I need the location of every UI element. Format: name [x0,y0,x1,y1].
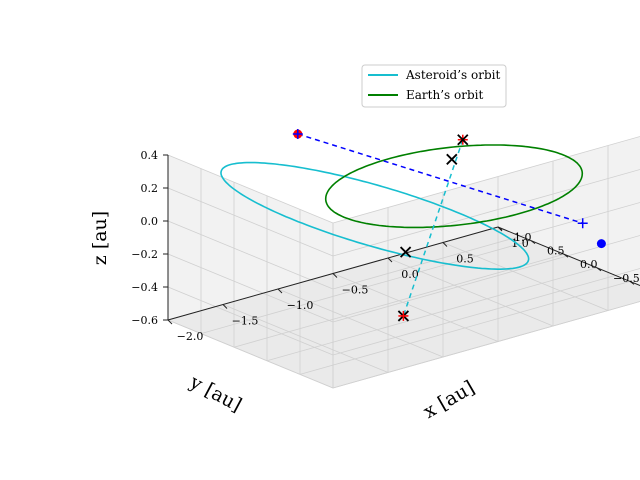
x-tick-mark [277,288,283,294]
marker-plus-2 [292,129,303,140]
series-line-earth [324,144,584,229]
grid-y-floor [200,240,532,334]
markers-group [292,129,606,322]
z-tick-label: −0.4 [131,281,158,294]
y-tick-label: 0.0 [580,258,598,271]
grid-x-floor [442,242,609,311]
dashed-line-0 [297,133,583,224]
grid-z-back [332,268,640,356]
x-tick-mark [167,319,173,325]
grid-z-back [332,235,640,323]
legend-label-asteroid: Asteroid’s orbit [405,68,500,82]
grid-z-side [167,286,334,356]
grid-y-floor [299,281,631,375]
z-tick-label: 0.0 [141,215,159,228]
grid-y-floor [233,253,565,348]
series-group [220,133,584,317]
x-tick-label: −1.5 [232,315,259,328]
grid-z-side [167,253,334,323]
y-tick-mark [596,267,602,272]
y-axis-label: y [au] [185,371,245,417]
grid-x-floor [222,304,389,373]
z-tick-label: −0.6 [131,314,158,327]
x-tick-mark [332,273,338,278]
tick-labels: −2.0−1.5−1.0−0.50.00.51.0−1.5−1.0−0.50.0… [131,149,640,343]
marker-plus-9 [398,310,409,321]
marker-cross-6 [446,153,458,165]
y-tick-mark [563,253,569,258]
grid-z-back [332,202,640,290]
x-tick-mark [387,257,393,263]
z-axis-label: z [au] [89,211,111,265]
y-tick-label: −0.5 [613,272,640,285]
z-tick-label: −0.2 [131,248,158,261]
x-axis-label: x [au] [420,376,479,423]
x-tick-label: 0.0 [401,268,419,281]
series-line-asteroid [220,161,530,271]
legend-label-earth: Earth’s orbit [406,88,483,102]
grid-z-back [332,301,640,389]
axes-panes [168,136,640,388]
marker-plus-3 [577,218,588,229]
y-axis-line [497,226,640,287]
axis-lines [163,154,640,325]
x-tick-label: 0.5 [456,253,474,266]
x-tick-label: 1.0 [511,237,529,250]
x-tick-label: −0.5 [342,284,369,297]
x-tick-mark [442,242,448,247]
grid-x-floor [387,257,554,327]
z-tick-label: 0.2 [141,182,159,195]
grid-z-back [332,169,640,257]
x-tick-label: −2.0 [177,330,204,343]
grid-z-side [167,319,334,389]
y-tick-mark [530,240,536,245]
grid-z-side [167,220,334,290]
grid-x-floor [277,288,444,358]
grid-lines [167,136,640,389]
marker-cross-5 [457,134,469,146]
grid-z-side [167,154,334,224]
grid-z-side [167,187,334,257]
legend: Asteroid’s orbit Earth’s orbit [361,64,507,108]
y-tick-label: 0.5 [547,245,565,258]
y-tick-label: 1.0 [514,231,532,244]
grid-x-floor [332,273,499,342]
x-tick-label: −1.0 [287,299,314,312]
y-tick-mark [497,226,503,231]
floor-pane-xy [168,227,640,388]
marker-dot-1 [596,239,606,249]
dashed-line-1 [402,139,464,317]
z-tick-label: 0.4 [141,149,159,162]
grid-y-floor [266,267,598,362]
x-tick-mark [222,304,228,309]
y-tick-mark [629,280,635,285]
grid-z-back [332,136,640,224]
marker-cross-7 [399,246,412,258]
